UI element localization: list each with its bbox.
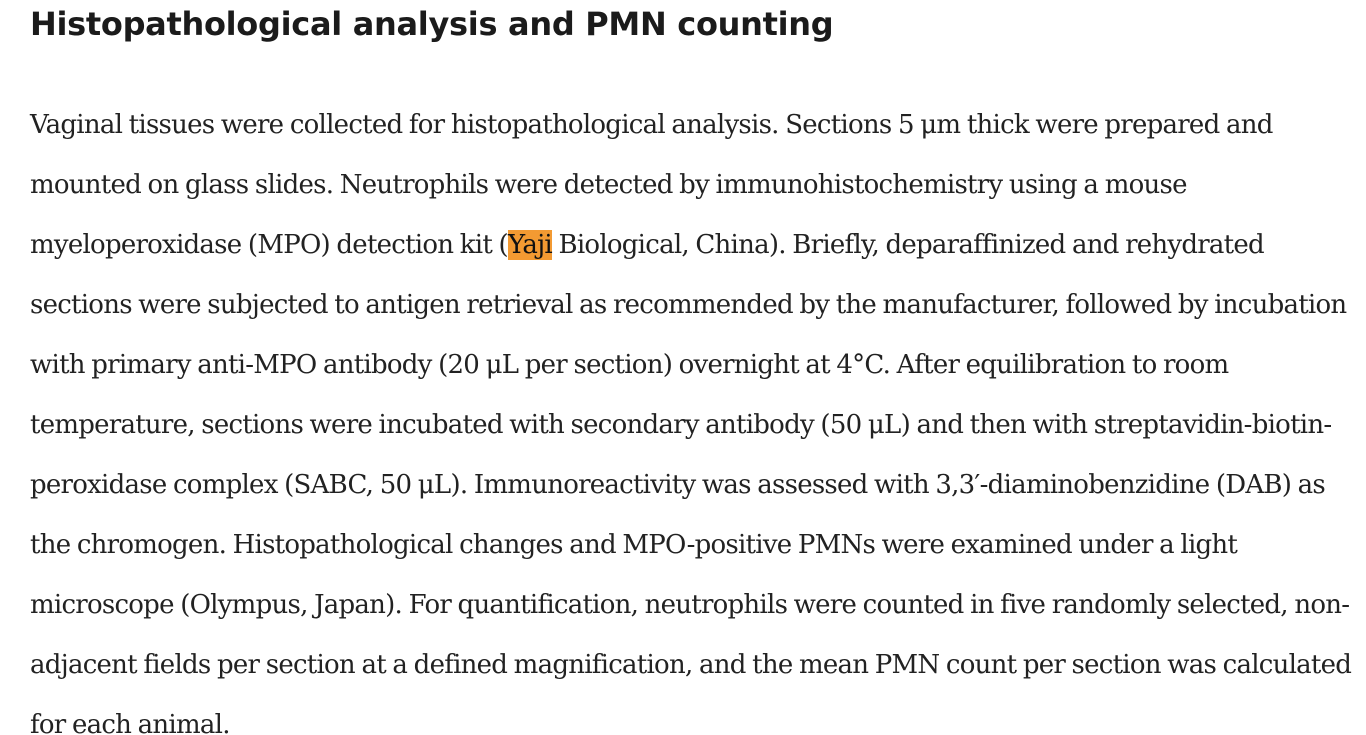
section-heading: Histopathological analysis and PMN count… [30, 5, 834, 43]
search-highlight: Yaji [507, 230, 553, 260]
paragraph-text-after-highlight: Biological, China). Briefly, deparaffini… [30, 230, 1352, 735]
body-paragraph: Vaginal tissues were collected for histo… [30, 95, 1366, 735]
paragraph-text-before-highlight: Vaginal tissues were collected for histo… [30, 110, 1273, 260]
